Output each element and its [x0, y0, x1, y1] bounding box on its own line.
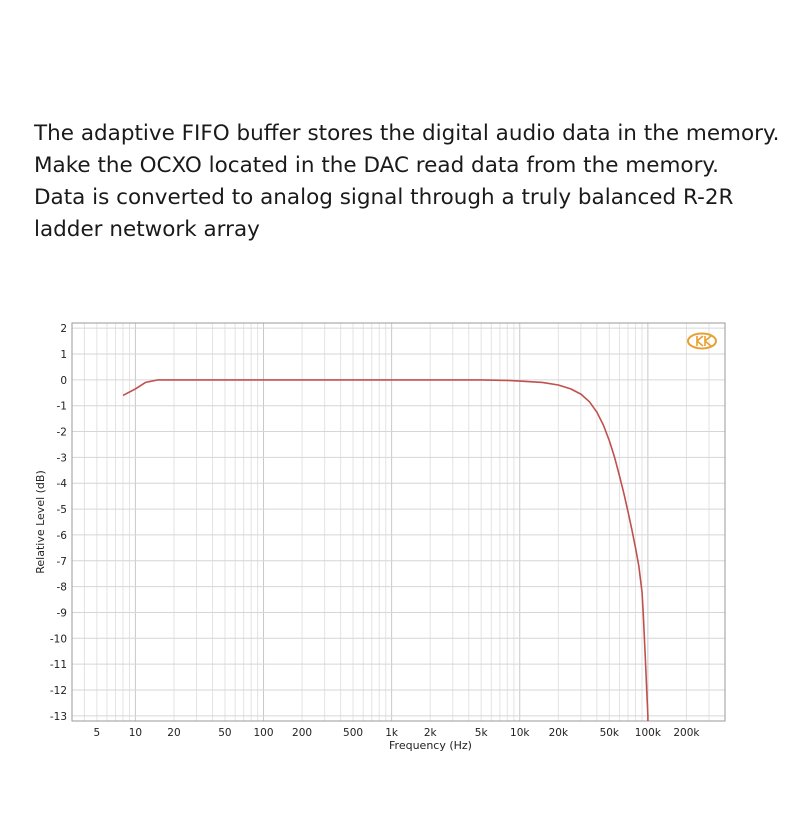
- x-tick-label: 100k: [635, 727, 662, 739]
- y-tick-label: 0: [60, 375, 67, 387]
- x-tick-label: 20k: [549, 727, 569, 739]
- y-tick-label: -4: [57, 478, 68, 490]
- y-tick-label: 2: [60, 323, 67, 335]
- x-tick-label: 5k: [475, 727, 489, 739]
- x-tick-label: 20: [167, 727, 180, 739]
- plot-area-frame: [71, 322, 726, 722]
- y-tick-label: -8: [57, 582, 67, 594]
- x-tick-label: 2k: [424, 727, 438, 739]
- y-axis-ticks: 2 1 0 -1 -2 -3 -4 -5 -6 -7 -8 -9 -10 -11 -12 -13: [50, 323, 67, 723]
- y-tick-label: -11: [50, 659, 67, 671]
- frequency-response-chart: 210-1-2-3-4-5-6-7-8-9-10-11-12-13 5 10 20 5…: [34, 322, 726, 752]
- series-line: [122, 379, 649, 721]
- x-tick-label: 100: [253, 727, 273, 739]
- x-tick-label: 10k: [510, 727, 530, 739]
- x-tick-label: 200k: [673, 727, 700, 739]
- y-tick-label: -2: [57, 427, 67, 439]
- x-tick-label: 200: [292, 727, 312, 739]
- description-text: The adaptive FIFO buffer stores the digi…: [34, 118, 800, 246]
- x-tick-label: 50k: [600, 727, 620, 739]
- x-tick-label: 50: [218, 727, 231, 739]
- x-tick-label: 500: [343, 727, 363, 739]
- chart-grid: [72, 323, 726, 721]
- y-tick-label: -13: [50, 711, 67, 723]
- y-tick-label: -6: [57, 530, 68, 542]
- description-line: Make the OCXO located in the DAC read da…: [34, 153, 719, 178]
- y-tick-label: -12: [50, 685, 67, 697]
- y-axis-label: Relative Level (dB): [34, 470, 47, 574]
- y-tick-label: -10: [50, 633, 67, 645]
- description-line: Data is converted to analog signal throu…: [34, 185, 734, 210]
- description-line: ladder network array: [34, 217, 260, 242]
- x-axis-label: Frequency (Hz): [389, 739, 472, 752]
- description-line: The adaptive FIFO buffer stores the digi…: [34, 121, 780, 146]
- x-tick-label: 1k: [385, 727, 399, 739]
- x-axis-ticks: 5 10 20 50 100 200 500 1k 2k 5k 10k 20k 50k 100k 200k: [93, 727, 700, 739]
- y-tick-label: -3: [57, 452, 67, 464]
- x-tick-label: 5: [93, 727, 100, 739]
- y-tick-label: 1: [60, 349, 67, 361]
- y-tick-label: -9: [57, 607, 67, 619]
- y-tick-label: -1: [57, 401, 67, 413]
- y-tick-label: -5: [57, 504, 67, 516]
- brand-logo-icon: [687, 332, 717, 350]
- x-tick-label: 10: [129, 727, 142, 739]
- chart-series: [122, 379, 649, 721]
- y-tick-label: -7: [57, 556, 67, 568]
